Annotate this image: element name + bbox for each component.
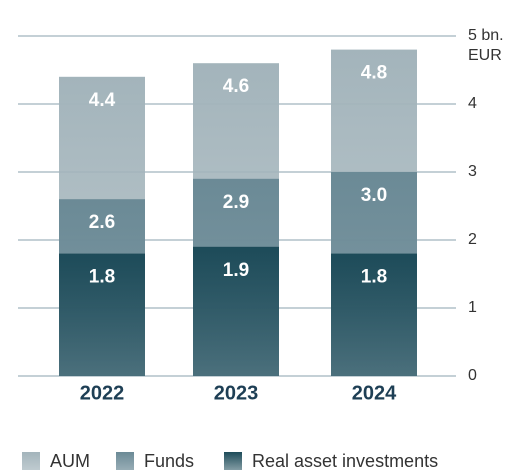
x-tick-label: 2023 <box>214 382 259 404</box>
legend-label: AUM <box>50 451 90 471</box>
data-label: 2.9 <box>223 192 249 213</box>
y-tick-label: 2 <box>468 231 477 248</box>
x-tick-label: 2022 <box>80 382 125 404</box>
y-tick-label: 5 bn. <box>468 27 504 44</box>
data-label: 4.8 <box>361 63 387 84</box>
legend-swatch <box>224 452 242 470</box>
legend-label: Real asset investments <box>252 451 438 471</box>
bar <box>331 253 417 376</box>
bar <box>59 253 145 376</box>
bar <box>193 246 279 376</box>
x-tick-label: 2024 <box>352 382 397 404</box>
data-label: 1.8 <box>89 267 115 288</box>
y-tick-label: 1 <box>468 299 477 316</box>
y-tick-label: 3 <box>468 163 477 180</box>
y-axis-unit: EUR <box>468 47 502 64</box>
legend-swatch <box>22 452 40 470</box>
y-tick-label: 0 <box>468 367 477 384</box>
data-label: 2.6 <box>89 212 115 233</box>
legend-label: Funds <box>144 451 194 471</box>
data-label: 4.6 <box>223 76 249 97</box>
data-label: 4.4 <box>89 90 116 111</box>
data-label: 1.9 <box>223 260 249 281</box>
data-label: 3.0 <box>361 185 387 206</box>
y-tick-label: 4 <box>468 95 477 112</box>
legend-swatch <box>116 452 134 470</box>
data-label: 1.8 <box>361 267 387 288</box>
